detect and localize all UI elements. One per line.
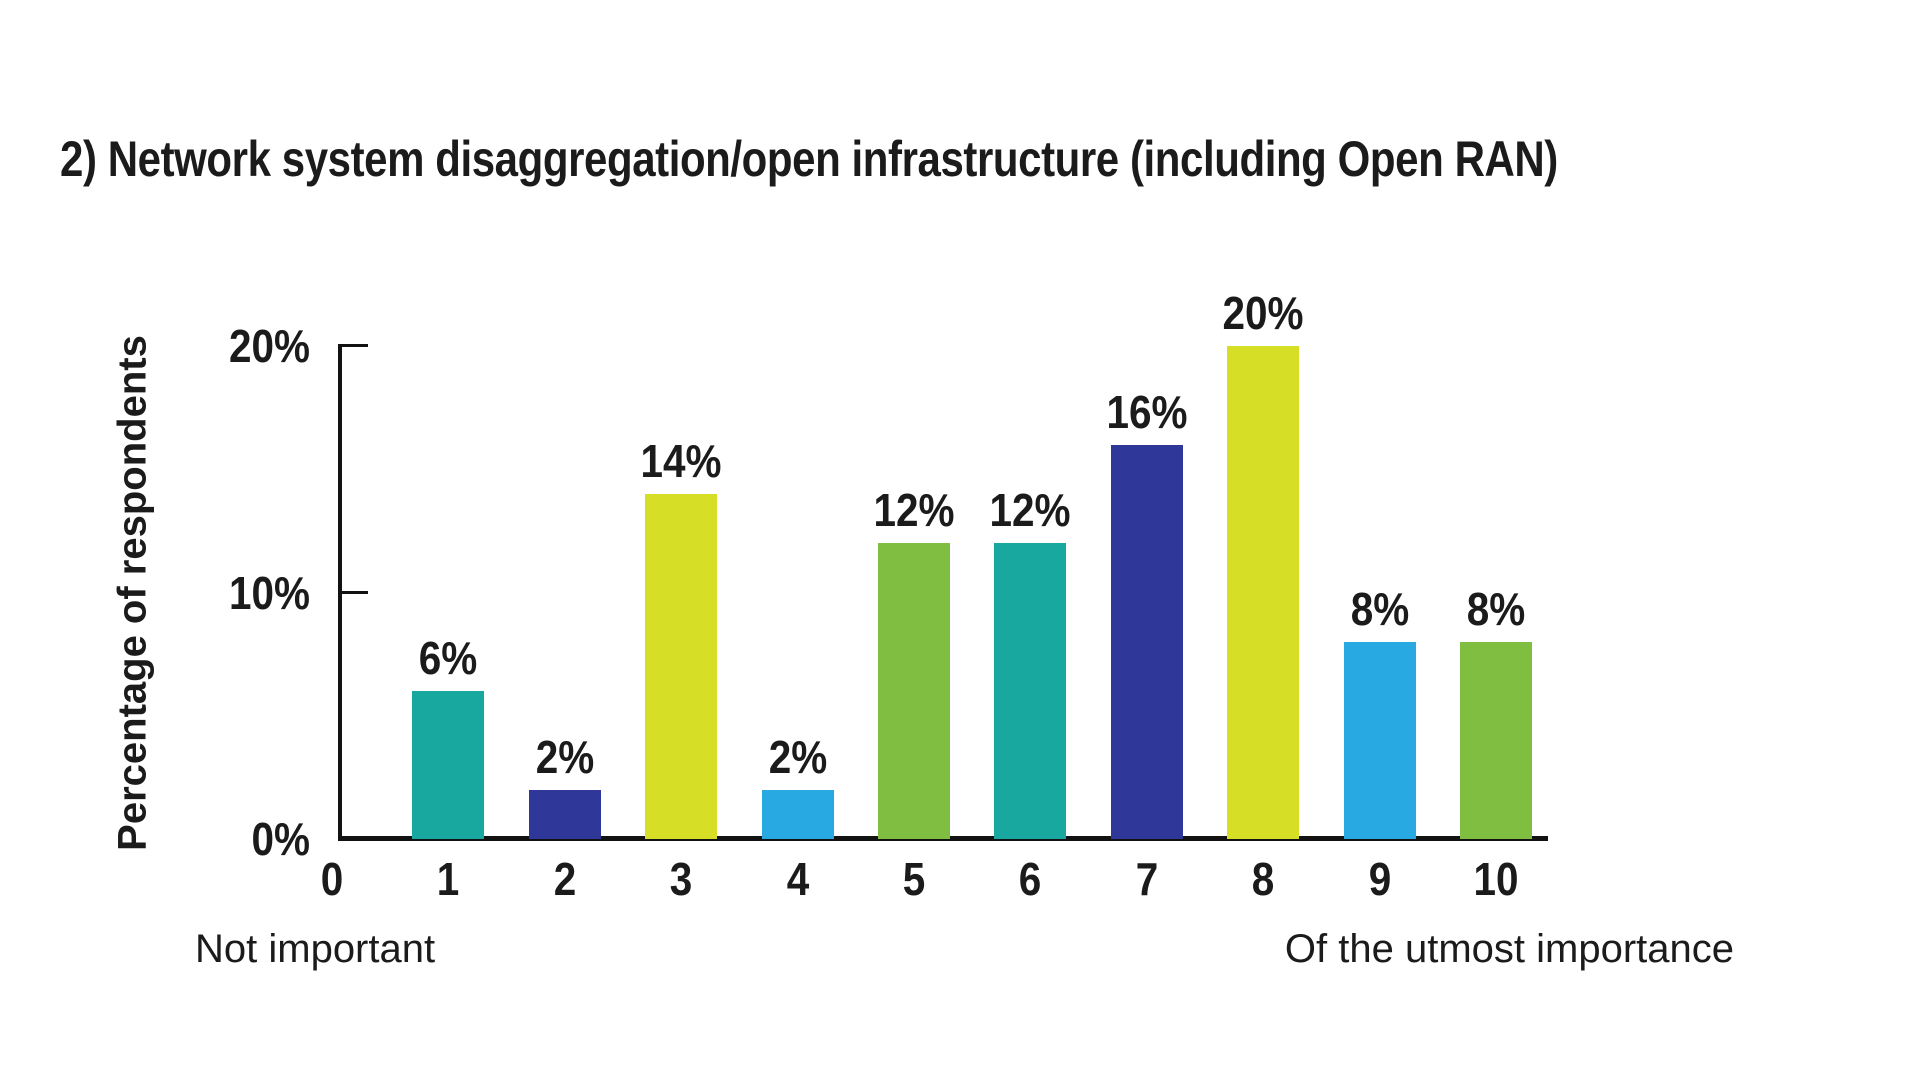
x-tick-label: 0 [320, 853, 344, 905]
x-tick-label: 3 [669, 853, 693, 905]
x-axis-min-label: Not important [195, 927, 436, 971]
x-tick-label: 5 [902, 853, 926, 905]
bar-value-label: 8% [1350, 583, 1409, 635]
x-tick-label: 1 [437, 853, 460, 905]
bar-1 [412, 691, 485, 839]
bar-value-label: 16% [1106, 386, 1188, 438]
bar-3 [645, 494, 718, 839]
bar-value-label: 20% [1222, 287, 1304, 339]
y-tick-mark [342, 344, 368, 347]
bar-2 [528, 790, 601, 839]
bar-value-label: 2% [535, 731, 595, 783]
y-tick-label: 10% [228, 566, 310, 619]
bar-9 [1343, 642, 1416, 839]
bar-value-label: 12% [989, 484, 1071, 536]
x-tick-label: 10 [1473, 853, 1519, 905]
x-tick-label: 7 [1135, 853, 1159, 905]
bar-value-label: 8% [1466, 583, 1526, 635]
y-tick-label: 20% [228, 320, 310, 372]
chart-title: 2) Network system disaggregation/open in… [60, 131, 1558, 187]
bar-value-label: 2% [768, 731, 827, 783]
bar-value-label: 12% [873, 484, 955, 536]
bar-value-label: 14% [640, 435, 722, 487]
x-axis-max-label: Of the utmost importance [1284, 927, 1734, 971]
x-tick-label: 8 [1251, 853, 1275, 905]
x-tick-label: 2 [553, 853, 577, 905]
bar-4 [761, 790, 834, 839]
x-tick-label: 9 [1368, 853, 1391, 905]
bar-6 [994, 543, 1067, 839]
bar-7 [1110, 445, 1183, 839]
bar-value-label: 6% [419, 632, 478, 684]
x-tick-label: 4 [786, 853, 809, 905]
bar-5 [878, 543, 950, 839]
x-tick-label: 6 [1019, 853, 1042, 905]
y-tick-label: 0% [251, 813, 310, 865]
y-tick-mark [342, 590, 368, 594]
bar-10 [1460, 642, 1532, 839]
y-axis-line [338, 344, 342, 839]
bar-8 [1227, 346, 1300, 839]
